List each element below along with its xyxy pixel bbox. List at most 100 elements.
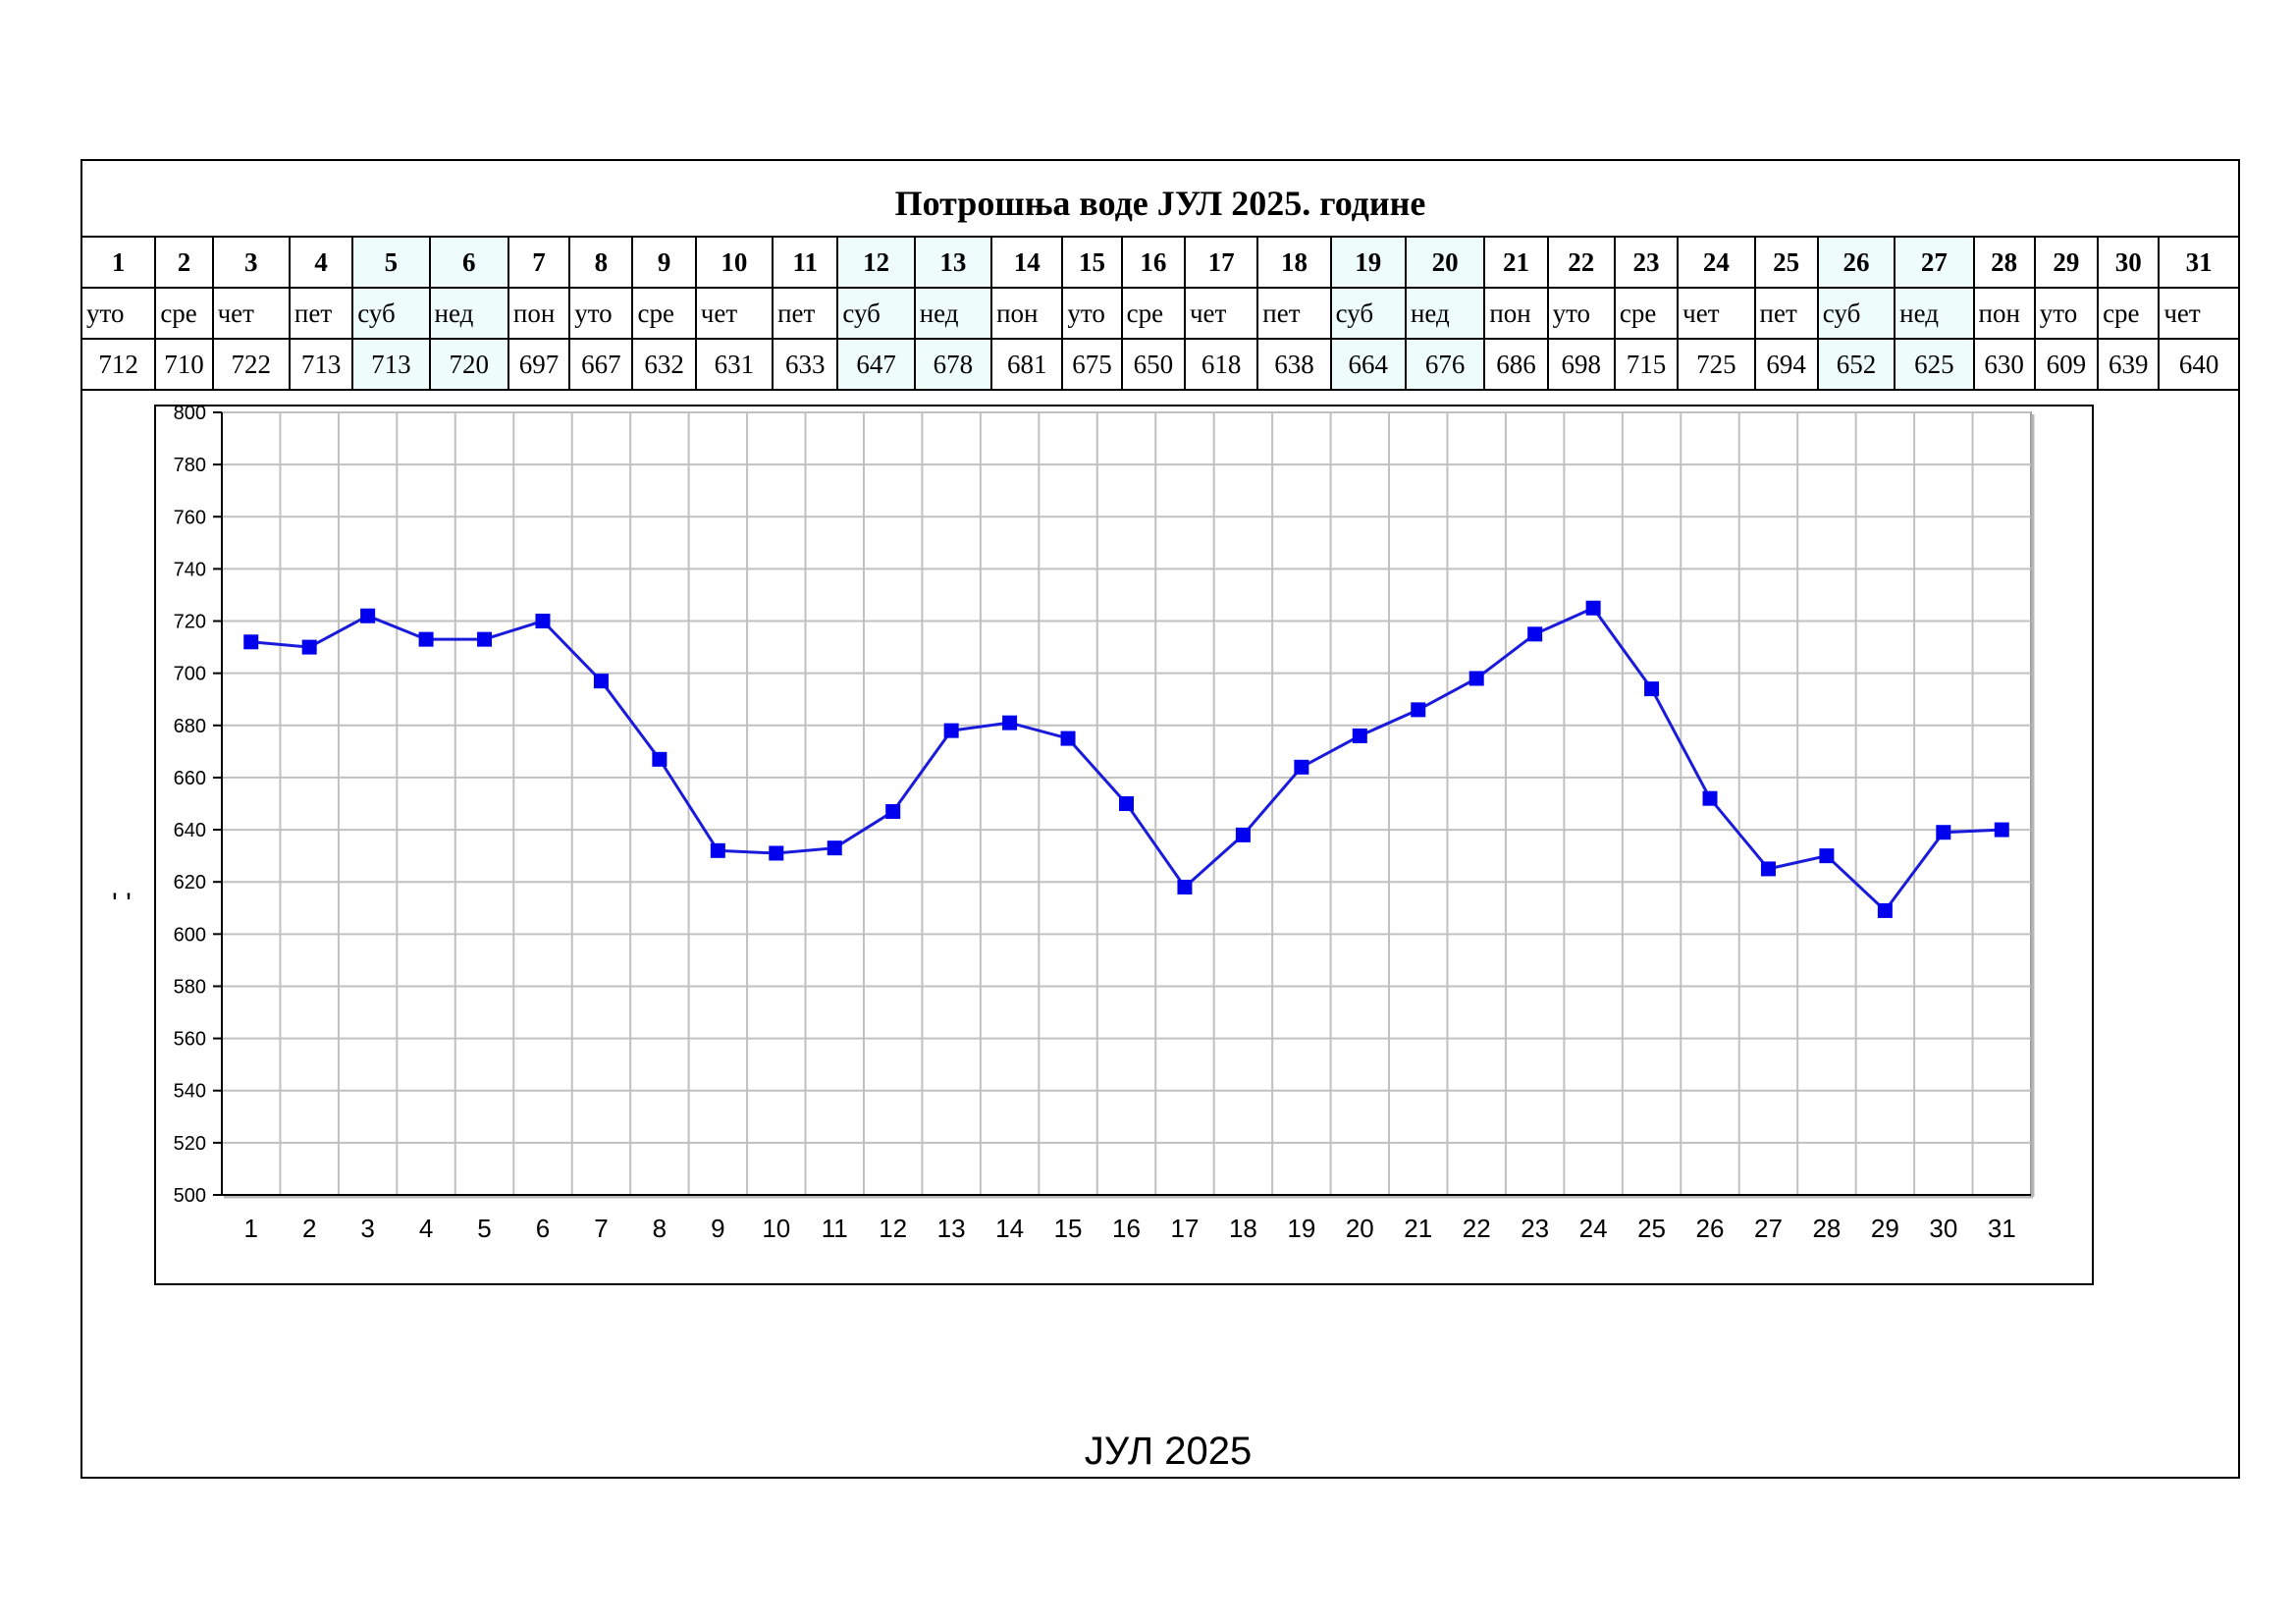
table-weekday-9: сре	[631, 287, 697, 340]
table-weekday-19: суб	[1329, 287, 1407, 340]
table-weekday-24: чет	[1677, 287, 1756, 340]
table-weekday-31: чет	[2158, 287, 2238, 340]
table-value-21: 686	[1483, 338, 1549, 391]
x-tick-label: 21	[1404, 1214, 1432, 1243]
x-tick-label: 18	[1229, 1214, 1257, 1243]
table-value-19: 664	[1329, 338, 1407, 391]
x-tick-label: 22	[1463, 1214, 1491, 1243]
table-value-24: 725	[1677, 338, 1756, 391]
table-day-number-22: 22	[1546, 238, 1616, 289]
y-tick-label: 780	[174, 455, 206, 476]
data-point-19	[1294, 759, 1309, 775]
x-tick-label: 24	[1579, 1214, 1608, 1243]
y-tick-label: 720	[174, 612, 206, 633]
table-value-10: 631	[694, 338, 774, 391]
y-tick-label: 640	[174, 820, 206, 841]
table-weekday-21: пон	[1483, 287, 1549, 340]
data-point-24	[1585, 600, 1601, 616]
table-weekday-12: суб	[836, 287, 916, 340]
y-tick-label: 760	[174, 507, 206, 528]
y-tick-label: 600	[174, 924, 206, 946]
weekday-row: уто сре чет пет суб нед пон уто сре чет пет суб нед п…	[82, 287, 2238, 340]
table-weekday-30: сре	[2097, 287, 2161, 340]
y-tick-label: 520	[174, 1133, 206, 1155]
table-day-number-15: 15	[1061, 238, 1123, 289]
table-day-number-6: 6	[428, 238, 509, 289]
data-point-16	[1119, 796, 1134, 811]
table-day-number-14: 14	[990, 238, 1064, 289]
table-day-number-28: 28	[1972, 238, 2036, 289]
data-point-13	[943, 723, 959, 738]
data-point-22	[1468, 671, 1484, 686]
data-point-18	[1235, 827, 1251, 842]
table-day-number-3: 3	[211, 238, 291, 289]
table-weekday-4: пет	[288, 287, 354, 340]
table-weekday-8: уто	[568, 287, 634, 340]
table-day-number-30: 30	[2097, 238, 2161, 289]
y-axis-label: ' '	[112, 888, 132, 920]
table-value-15: 675	[1061, 338, 1123, 391]
table-weekday-22: уто	[1546, 287, 1616, 340]
table-day-number-25: 25	[1753, 238, 1819, 289]
x-tick-label: 10	[762, 1214, 790, 1243]
table-day-number-17: 17	[1183, 238, 1259, 289]
data-point-3	[360, 608, 376, 623]
table-value-17: 618	[1183, 338, 1259, 391]
table-weekday-26: суб	[1816, 287, 1896, 340]
x-tick-label: 7	[594, 1214, 608, 1243]
x-tick-label: 15	[1054, 1214, 1083, 1243]
x-tick-label: 17	[1170, 1214, 1199, 1243]
x-tick-label: 8	[653, 1214, 667, 1243]
table-day-number-1: 1	[82, 238, 157, 289]
table-day-number-11: 11	[772, 238, 839, 289]
x-tick-label: 13	[937, 1214, 966, 1243]
day-number-row: 1 2 3 4 5 6 7 8 9 10 11 12 13 14 15 16 17 18 19 20 21 22 23 24 2…	[82, 238, 2238, 289]
table-value-5: 713	[351, 338, 431, 391]
table-weekday-10: чет	[694, 287, 774, 340]
table-weekday-5: суб	[351, 287, 431, 340]
y-tick-label: 700	[174, 664, 206, 685]
table-day-number-18: 18	[1256, 238, 1332, 289]
table-day-number-2: 2	[154, 238, 214, 289]
x-tick-label: 19	[1287, 1214, 1315, 1243]
x-tick-label: 12	[879, 1214, 907, 1243]
data-point-28	[1819, 848, 1835, 864]
table-value-29: 609	[2033, 338, 2100, 391]
data-point-5	[477, 631, 493, 647]
table-day-number-23: 23	[1613, 238, 1680, 289]
table-weekday-2: сре	[154, 287, 214, 340]
data-point-4	[418, 631, 434, 647]
data-point-25	[1644, 681, 1660, 697]
table-day-number-5: 5	[351, 238, 431, 289]
table-weekday-6: нед	[428, 287, 509, 340]
y-tick-label: 620	[174, 872, 206, 893]
data-point-21	[1411, 702, 1426, 718]
data-point-6	[535, 614, 551, 629]
table-day-number-8: 8	[568, 238, 634, 289]
table-value-13: 678	[913, 338, 993, 391]
table-value-28: 630	[1972, 338, 2036, 391]
table-weekday-20: нед	[1404, 287, 1486, 340]
table-value-4: 713	[288, 338, 354, 391]
table-day-number-24: 24	[1677, 238, 1756, 289]
table-weekday-29: уто	[2033, 287, 2100, 340]
x-tick-label: 1	[243, 1214, 257, 1243]
x-tick-label: 29	[1871, 1214, 1899, 1243]
consumption-line-chart: 5005205405605806006206406606807007207407…	[174, 406, 2035, 1243]
table-weekday-28: пон	[1972, 287, 2036, 340]
table-day-number-7: 7	[507, 238, 571, 289]
data-point-23	[1527, 626, 1543, 642]
x-tick-label: 14	[995, 1214, 1024, 1243]
data-point-11	[827, 840, 842, 856]
table-value-22: 698	[1546, 338, 1616, 391]
data-point-30	[1936, 825, 1951, 840]
x-tick-label: 27	[1754, 1214, 1783, 1243]
x-tick-label: 5	[477, 1214, 491, 1243]
y-tick-label: 540	[174, 1081, 206, 1103]
table-day-number-13: 13	[913, 238, 993, 289]
table-value-31: 640	[2158, 338, 2238, 391]
table-weekday-14: пон	[990, 287, 1064, 340]
x-tick-label: 9	[711, 1214, 724, 1243]
data-point-9	[710, 842, 725, 858]
table-day-number-20: 20	[1404, 238, 1486, 289]
